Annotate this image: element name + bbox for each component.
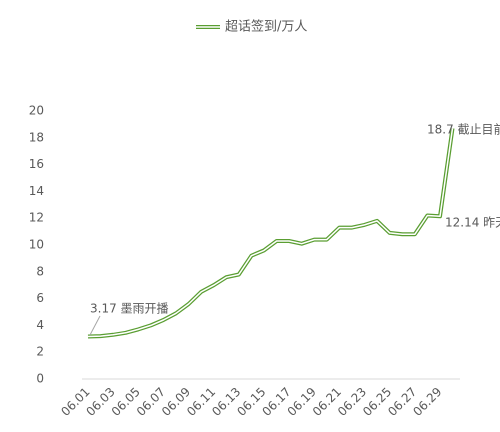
y-tick-label: 2 (36, 345, 44, 359)
x-tick-label: 06.29 (410, 385, 444, 419)
y-tick-label: 0 (36, 372, 44, 386)
annotation: 18.7 截止目前 (427, 122, 500, 137)
y-tick-label: 8 (36, 264, 44, 278)
y-tick-label: 20 (29, 104, 44, 118)
annotation-leader (89, 315, 101, 336)
y-tick-label: 14 (29, 184, 44, 198)
y-tick-label: 12 (29, 211, 44, 225)
y-tick-label: 10 (29, 238, 44, 252)
y-tick-label: 6 (36, 291, 44, 305)
y-tick-label: 4 (36, 318, 44, 332)
series-line-highlight (87, 128, 454, 338)
y-tick-label: 16 (29, 157, 44, 171)
y-tick-label: 18 (29, 130, 44, 144)
legend-label: 超话签到/万人 (225, 19, 307, 35)
annotation: 3.17 墨雨开播 (90, 302, 169, 316)
annotation: 12.14 昨天 (445, 216, 500, 230)
